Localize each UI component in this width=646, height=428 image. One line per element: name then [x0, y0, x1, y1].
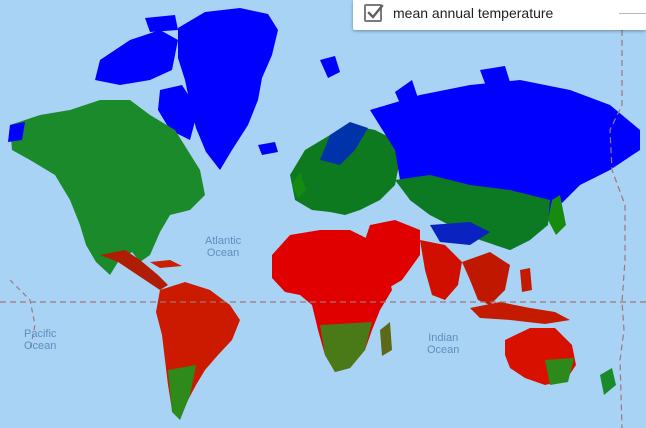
africa-south — [320, 322, 372, 372]
tibet-plateau — [430, 222, 490, 245]
southeast-asia — [462, 252, 510, 305]
greenland — [178, 8, 278, 170]
british-isles — [292, 172, 306, 198]
atlantic-ocean-label-line1: Atlantic — [205, 235, 242, 247]
north-america — [10, 100, 205, 275]
south-america-south — [168, 365, 196, 420]
pacific-boundary — [9, 279, 36, 351]
south-america — [156, 282, 240, 418]
europe — [290, 125, 400, 215]
checkmark-icon — [367, 4, 384, 19]
pacific-ocean-label: Pacific Ocean — [24, 328, 56, 352]
arctic-islands-2 — [145, 15, 178, 32]
dateline-boundary — [609, 30, 626, 428]
indian-ocean-label-line2: Ocean — [427, 344, 460, 356]
atlantic-ocean-label-line2: Ocean — [206, 247, 240, 259]
svalbard — [320, 56, 340, 78]
new-zealand — [600, 368, 616, 395]
atlantic-ocean-label: Atlantic Ocean — [205, 235, 241, 259]
pacific-ocean-label-line2: Ocean — [24, 340, 57, 352]
india — [420, 240, 462, 300]
indian-ocean-label: Indian Ocean — [427, 332, 459, 356]
pacific-ocean-label-line1: Pacific — [24, 328, 57, 340]
australia-south-east — [545, 358, 574, 385]
siberian-islands — [480, 66, 510, 86]
panel-divider — [619, 13, 646, 14]
indonesia — [470, 302, 570, 324]
iceland — [258, 142, 278, 155]
philippines — [520, 268, 532, 292]
japan — [548, 195, 566, 235]
aleutians — [8, 122, 25, 142]
layer-label[interactable]: mean annual temperature — [393, 5, 554, 21]
asia-temperate — [395, 175, 550, 250]
arctic-islands — [95, 30, 178, 85]
layer-toggle-checkbox[interactable] — [364, 4, 384, 22]
scandinavia — [320, 122, 368, 165]
indian-ocean-label-line1: Indian — [428, 332, 459, 344]
madagascar — [380, 322, 392, 356]
layer-control-panel: mean annual temperature — [353, 0, 646, 30]
central-america — [100, 250, 168, 290]
caribbean-islands — [150, 260, 182, 268]
